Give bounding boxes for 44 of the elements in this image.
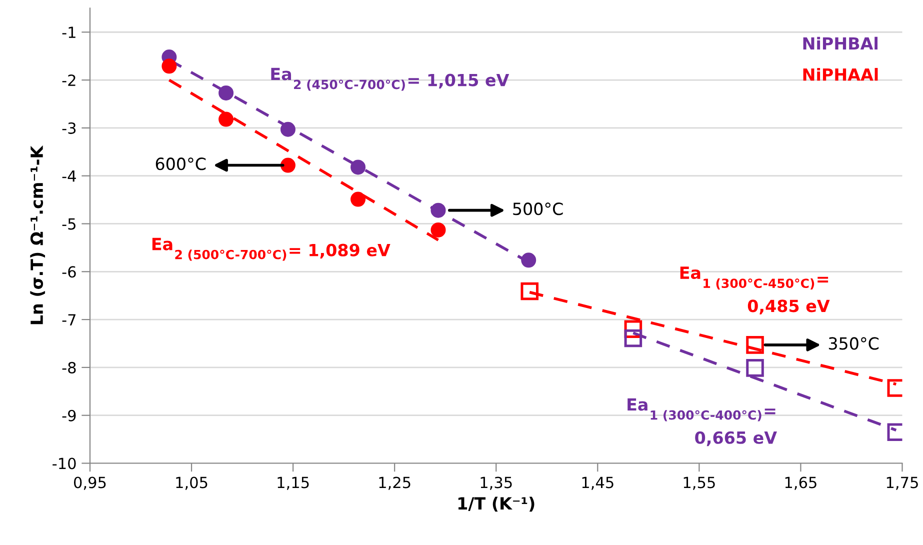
point bbox=[746, 359, 764, 377]
x-tick-label: 1,55 bbox=[684, 476, 715, 490]
point bbox=[218, 112, 234, 127]
y-tick-label: -1 bbox=[62, 26, 76, 38]
annotation: 350°C bbox=[828, 337, 879, 350]
annotation: Ea1 (300°C-450°C)= 0,485 eV bbox=[680, 266, 830, 314]
x-tick-label: 1,75 bbox=[886, 476, 918, 490]
point bbox=[162, 58, 177, 74]
x-tick-label: 1,35 bbox=[480, 476, 512, 490]
annotation: Ea2 (450°C-700°C)= 1,015 eV bbox=[271, 68, 510, 91]
y-tick-label: -9 bbox=[62, 410, 76, 422]
x-tick-label: 1,15 bbox=[278, 476, 309, 490]
x-tick-label: 1,45 bbox=[582, 476, 614, 490]
point bbox=[280, 122, 296, 137]
point bbox=[430, 202, 446, 218]
text: NiPHBAl bbox=[803, 36, 878, 50]
y-tick-label: -2 bbox=[62, 74, 76, 86]
text: NiPHAAl bbox=[803, 68, 878, 81]
annotation: 500°C bbox=[513, 202, 563, 216]
y-tick-label: -5 bbox=[62, 218, 76, 230]
annotation: Ea2 (500°C-700°C)= 1,089 eV bbox=[152, 238, 390, 261]
point bbox=[521, 252, 536, 268]
point bbox=[350, 192, 366, 207]
point bbox=[746, 336, 764, 354]
y-tick-label: -8 bbox=[62, 362, 76, 374]
annotation: Ea1 (300°C-400°C)= 0,665 eV bbox=[628, 398, 777, 446]
x-tick-label: 0,95 bbox=[74, 476, 106, 490]
y-tick-label: -4 bbox=[62, 170, 76, 182]
point bbox=[218, 85, 234, 100]
y-tick-label: -7 bbox=[62, 314, 76, 326]
annotation: 600°C bbox=[156, 158, 206, 170]
point bbox=[624, 329, 642, 348]
y-tick-label: -3 bbox=[62, 122, 76, 134]
x-tick-label: 1,65 bbox=[785, 476, 816, 490]
y-axis-title: Ln (σ.T) Ω⁻¹.cm⁻¹-K bbox=[30, 145, 46, 324]
point bbox=[280, 158, 296, 173]
y-tick-label: -10 bbox=[52, 458, 76, 470]
x-axis-title: 1/T (K⁻¹) bbox=[458, 496, 534, 512]
point bbox=[520, 282, 539, 300]
point bbox=[350, 160, 366, 175]
x-tick-label: 1,25 bbox=[379, 476, 410, 490]
y-tick-label: -6 bbox=[62, 266, 76, 278]
point bbox=[430, 222, 446, 238]
x-tick-label: 1,05 bbox=[176, 476, 208, 490]
